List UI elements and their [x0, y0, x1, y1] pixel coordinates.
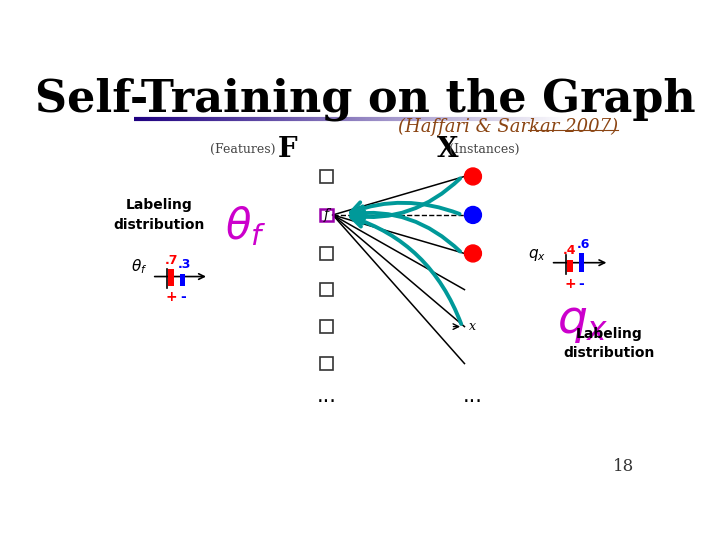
Text: x: x	[469, 320, 477, 333]
Text: -: -	[579, 276, 585, 291]
Bar	[567, 260, 572, 272]
Text: .4: .4	[563, 244, 577, 257]
Text: Labeling
distribution: Labeling distribution	[114, 198, 205, 232]
Bar	[168, 269, 174, 286]
Bar	[320, 320, 333, 333]
Text: f: f	[324, 208, 329, 222]
Text: 18: 18	[613, 458, 634, 475]
Circle shape	[464, 206, 482, 224]
Text: -: -	[180, 291, 186, 305]
Text: +: +	[564, 276, 576, 291]
Text: .7: .7	[164, 254, 178, 267]
Bar	[320, 357, 333, 370]
Text: .3: .3	[178, 258, 191, 271]
Bar	[180, 274, 185, 286]
Text: Self-Training on the Graph: Self-Training on the Graph	[35, 78, 696, 121]
Text: $q_x$: $q_x$	[528, 247, 546, 263]
Text: $\theta_f$: $\theta_f$	[131, 257, 148, 276]
Text: ...: ...	[317, 386, 336, 406]
Bar	[320, 247, 333, 260]
Text: +: +	[166, 291, 177, 305]
Bar	[320, 170, 333, 183]
Text: (Instances): (Instances)	[449, 143, 520, 156]
Circle shape	[464, 245, 482, 262]
Bar	[320, 209, 333, 221]
Text: X: X	[437, 136, 459, 163]
Text: F: F	[278, 136, 298, 163]
Text: (Haffari & Sarkar 2007): (Haffari & Sarkar 2007)	[397, 117, 618, 136]
Text: $q_x$: $q_x$	[557, 300, 609, 346]
Bar	[320, 284, 333, 296]
Text: Labeling
distribution: Labeling distribution	[564, 327, 655, 360]
Text: ...: ...	[463, 386, 483, 406]
Text: $\theta_f$: $\theta_f$	[225, 205, 266, 248]
Text: (Features): (Features)	[210, 143, 275, 156]
Text: .6: .6	[577, 238, 590, 251]
Bar	[579, 253, 584, 272]
Circle shape	[464, 168, 482, 185]
